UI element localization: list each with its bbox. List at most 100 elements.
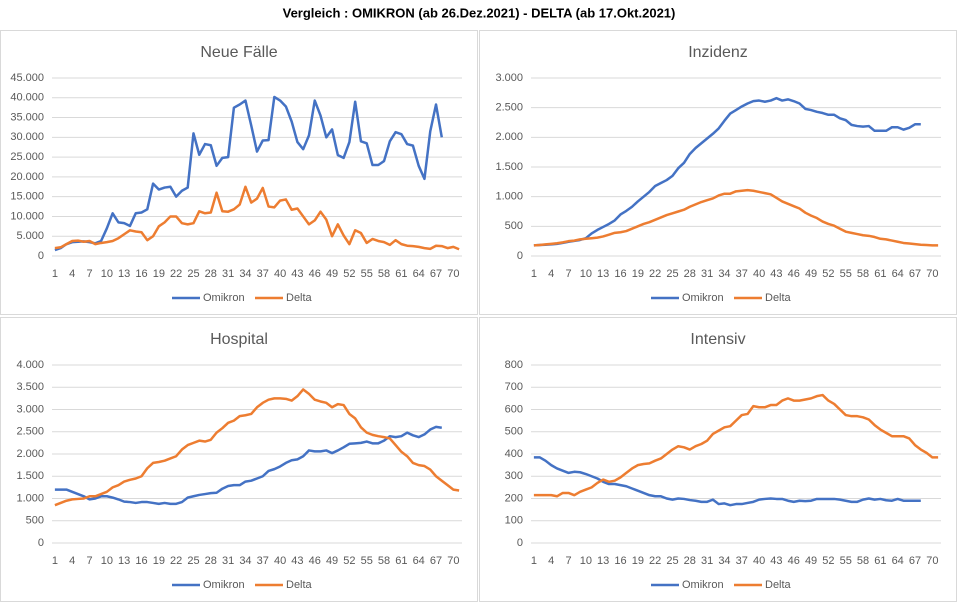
y-tick-label: 500	[505, 220, 523, 232]
x-tick-label: 13	[597, 268, 609, 280]
x-tick-label: 7	[565, 555, 571, 567]
x-tick-label: 31	[701, 268, 713, 280]
x-tick-label: 46	[788, 555, 800, 567]
x-tick-label: 10	[580, 268, 592, 280]
x-tick-label: 58	[857, 555, 869, 567]
x-tick-label: 28	[684, 268, 696, 280]
y-tick-label: 0	[38, 537, 44, 549]
x-tick-label: 67	[909, 555, 921, 567]
chart-panel: Hospital 0 500 1.000 1.500 2.000 2.500 3.000 3.5…	[0, 317, 478, 602]
legend-label: Omikron	[203, 579, 245, 591]
y-tick-label: 600	[505, 403, 523, 415]
x-tick-label: 25	[187, 555, 199, 567]
x-tick-label: 7	[565, 268, 571, 280]
y-tick-label: 15.000	[10, 191, 44, 203]
x-tick-label: 70	[926, 555, 938, 567]
y-tick-label: 30.000	[10, 131, 44, 143]
x-tick-label: 4	[69, 555, 75, 567]
x-tick-label: 64	[413, 268, 425, 280]
series-line	[54, 388, 460, 507]
x-tick-label: 37	[257, 268, 269, 280]
legend-label: Delta	[286, 579, 313, 591]
x-tick-label: 22	[170, 268, 182, 280]
x-tick-label: 22	[649, 268, 661, 280]
chart-title: Neue Fälle	[200, 44, 277, 61]
x-tick-label: 22	[649, 555, 661, 567]
x-tick-label: 43	[770, 268, 782, 280]
y-tick-label: 35.000	[10, 111, 44, 123]
x-tick-label: 25	[666, 555, 678, 567]
x-tick-label: 4	[69, 268, 75, 280]
series-line	[533, 188, 939, 247]
x-tick-label: 64	[892, 268, 904, 280]
chart-panel: Neue Fälle 0 5.000 10.000 15.000 20.000 25.000…	[0, 30, 478, 315]
x-tick-label: 40	[274, 555, 286, 567]
y-tick-label: 2.000	[16, 448, 44, 460]
x-tick-label: 28	[205, 268, 217, 280]
y-tick-label: 100	[505, 515, 523, 527]
x-tick-label: 28	[684, 555, 696, 567]
x-tick-label: 34	[239, 555, 251, 567]
y-tick-label: 20.000	[10, 171, 44, 183]
x-tick-label: 61	[874, 555, 886, 567]
y-tick-label: 2.500	[16, 426, 44, 438]
y-tick-label: 500	[505, 426, 523, 438]
x-tick-label: 4	[548, 555, 554, 567]
series-line	[54, 185, 460, 251]
x-tick-label: 70	[447, 268, 459, 280]
chart-panel: Intensiv 0 100 200 300 400 500 600 700 800 1 4 7 10 13…	[479, 317, 957, 602]
y-tick-label: 4.000	[16, 359, 44, 371]
x-tick-label: 52	[822, 555, 834, 567]
series-line	[533, 393, 939, 498]
legend-label: Delta	[765, 579, 792, 591]
x-tick-label: 1	[52, 555, 58, 567]
x-tick-label: 37	[257, 555, 269, 567]
page-title: Vergleich : OMIKRON (ab 26.Dez.2021) - D…	[283, 5, 676, 20]
x-tick-label: 52	[343, 555, 355, 567]
x-tick-label: 55	[361, 555, 373, 567]
x-tick-label: 7	[86, 555, 92, 567]
x-tick-label: 19	[632, 555, 644, 567]
y-tick-label: 300	[505, 470, 523, 482]
x-tick-label: 19	[153, 555, 165, 567]
y-tick-label: 10.000	[10, 210, 44, 222]
x-tick-label: 7	[86, 268, 92, 280]
x-tick-label: 49	[326, 555, 338, 567]
x-tick-label: 10	[580, 555, 592, 567]
x-tick-label: 64	[413, 555, 425, 567]
x-tick-label: 13	[118, 268, 130, 280]
y-tick-label: 700	[505, 381, 523, 393]
x-tick-label: 37	[736, 555, 748, 567]
y-tick-label: 3.000	[16, 403, 44, 415]
y-tick-label: 40.000	[10, 92, 44, 104]
x-tick-label: 28	[205, 555, 217, 567]
x-tick-label: 40	[753, 268, 765, 280]
x-tick-label: 49	[326, 268, 338, 280]
x-tick-label: 49	[805, 555, 817, 567]
x-tick-label: 37	[736, 268, 748, 280]
x-tick-label: 64	[892, 555, 904, 567]
x-tick-label: 61	[395, 555, 407, 567]
legend-label: Omikron	[682, 292, 724, 304]
x-tick-label: 70	[926, 268, 938, 280]
series-line	[533, 456, 921, 507]
x-tick-label: 46	[309, 268, 321, 280]
x-tick-label: 52	[343, 268, 355, 280]
y-tick-label: 3.500	[16, 381, 44, 393]
legend-label: Delta	[286, 292, 313, 304]
y-tick-label: 3.000	[495, 72, 523, 84]
chart-title: Intensiv	[690, 331, 745, 348]
x-tick-label: 61	[874, 268, 886, 280]
chart-title: Hospital	[210, 331, 268, 348]
x-tick-label: 13	[118, 555, 130, 567]
legend-label: Omikron	[682, 579, 724, 591]
y-tick-label: 0	[38, 250, 44, 262]
x-tick-label: 10	[101, 555, 113, 567]
x-tick-label: 46	[309, 555, 321, 567]
y-tick-label: 200	[505, 492, 523, 504]
x-tick-label: 55	[840, 268, 852, 280]
x-tick-label: 58	[857, 268, 869, 280]
x-tick-label: 31	[222, 268, 234, 280]
y-tick-label: 2.000	[495, 131, 523, 143]
x-tick-label: 16	[614, 555, 626, 567]
